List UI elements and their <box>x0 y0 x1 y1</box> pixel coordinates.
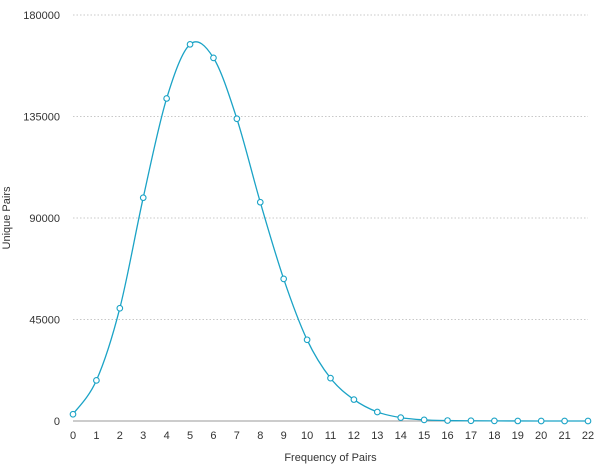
data-point[interactable] <box>139 194 147 202</box>
x-tick-label: 11 <box>325 430 336 442</box>
x-tick-label: 18 <box>488 430 500 442</box>
x-tick-label: 13 <box>371 430 383 442</box>
x-tick-label: 19 <box>512 430 524 442</box>
grid-lines <box>73 14 588 422</box>
x-tick-label: 15 <box>418 430 430 442</box>
data-point[interactable] <box>116 304 124 312</box>
data-point[interactable] <box>373 408 381 416</box>
x-tick-label: 10 <box>301 430 313 442</box>
x-tick-label: 8 <box>257 430 263 442</box>
y-tick-label: 180000 <box>23 10 60 22</box>
series-line <box>72 41 589 422</box>
x-tick-label: 6 <box>210 430 216 442</box>
series <box>72 41 589 422</box>
y-tick-label: 0 <box>54 416 60 428</box>
x-tick-label: 12 <box>348 430 360 442</box>
data-point[interactable] <box>350 396 358 403</box>
x-axis-title: Frequency of Pairs <box>284 452 377 464</box>
x-tick-label: 7 <box>234 430 240 442</box>
y-axis-ticks: 0 45000 90000 135000 180000 <box>23 10 60 428</box>
data-point[interactable] <box>233 115 241 123</box>
data-point[interactable] <box>303 336 311 344</box>
x-tick-label: 5 <box>187 430 193 442</box>
data-point[interactable] <box>514 417 522 425</box>
x-tick-label: 3 <box>140 430 146 442</box>
data-point[interactable] <box>210 54 217 62</box>
x-tick-label: 0 <box>70 430 76 442</box>
data-point[interactable] <box>327 374 334 382</box>
data-point[interactable] <box>561 417 568 425</box>
data-point[interactable] <box>163 95 170 102</box>
y-tick-label: 135000 <box>23 112 60 124</box>
data-point[interactable] <box>584 417 592 425</box>
x-tick-label: 14 <box>395 430 407 442</box>
data-point[interactable] <box>93 377 100 384</box>
data-point[interactable] <box>420 416 428 424</box>
data-point[interactable] <box>397 414 405 421</box>
y-tick-label: 45000 <box>29 315 60 327</box>
data-point[interactable] <box>256 198 264 206</box>
data-point[interactable] <box>467 417 475 425</box>
y-axis-title: Unique Pairs <box>1 186 13 249</box>
x-tick-label: 17 <box>465 430 477 442</box>
x-axis-ticks: 0 1 2 3 4 5 6 7 8 9 10 11 12 13 14 15 16 17 18 19 20 21 22 <box>70 430 594 442</box>
x-tick-label: 4 <box>164 430 170 442</box>
x-tick-label: 16 <box>441 430 453 442</box>
data-points <box>69 40 592 425</box>
x-tick-label: 20 <box>535 430 547 442</box>
y-tick-label: 90000 <box>29 213 60 225</box>
data-point[interactable] <box>69 410 77 418</box>
data-point[interactable] <box>280 275 288 283</box>
x-tick-label: 1 <box>93 430 99 442</box>
data-point[interactable] <box>491 417 498 425</box>
x-tick-label: 9 <box>281 430 287 442</box>
x-tick-label: 22 <box>582 430 594 442</box>
data-point[interactable] <box>444 417 451 424</box>
x-tick-label: 21 <box>558 430 570 442</box>
data-point[interactable] <box>186 40 194 48</box>
data-point[interactable] <box>537 417 545 425</box>
x-tick-label: 2 <box>117 430 123 442</box>
